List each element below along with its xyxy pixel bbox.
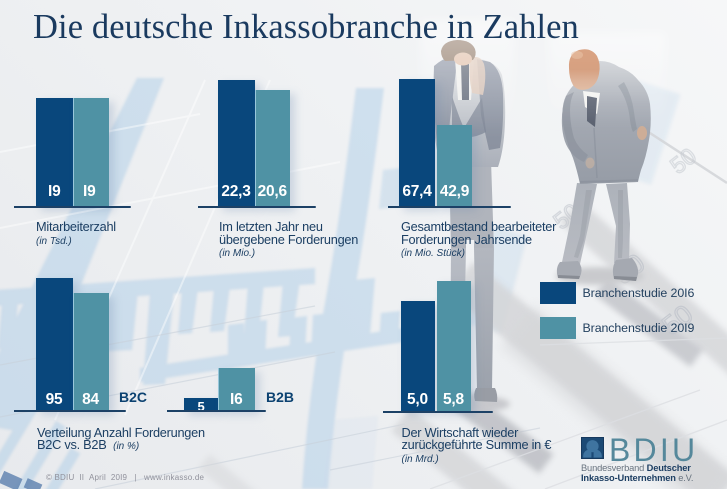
svg-text:50: 50 [665,143,701,179]
